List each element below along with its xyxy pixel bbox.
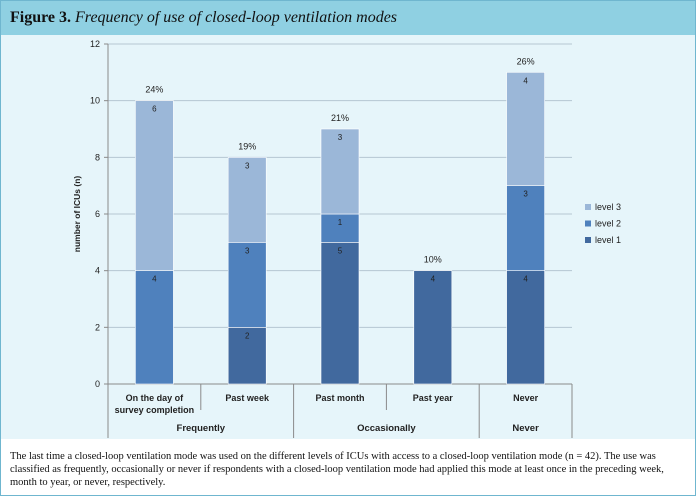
y-tick-label: 2 <box>95 322 100 332</box>
bar-segment <box>413 270 453 385</box>
bar-segment-label: 5 <box>338 246 343 255</box>
legend-label: level 2 <box>595 219 621 229</box>
bar-segment <box>135 100 174 271</box>
y-tick-label: 4 <box>95 266 100 276</box>
bar-segment <box>320 242 360 385</box>
bar-segment-label: 6 <box>152 105 157 114</box>
figure-title-text: Frequency of use of closed-loop ventilat… <box>75 9 398 26</box>
y-tick-label: 12 <box>90 39 100 49</box>
bar-segment <box>320 128 360 215</box>
figure-caption: The last time a closed-loop ventilation … <box>10 451 664 488</box>
y-tick-label: 10 <box>90 96 100 106</box>
bar-segment-label: 2 <box>245 331 250 340</box>
figure-header: Figure 3. Frequency of use of closed-loo… <box>1 1 695 35</box>
stacked-bar-chart: 0 2 4 6 8 10 12 number of ICUs (n) 4 6 24% 2 3 3 19% 5 1… <box>72 39 621 438</box>
figure-number: Figure 3. <box>10 9 72 26</box>
bar-total-label: 19% <box>238 141 256 151</box>
x-tick-label: Past year <box>413 393 454 403</box>
x-tick-label: Never <box>513 393 539 403</box>
bar-segment-label: 4 <box>431 275 436 284</box>
bar-segment-label: 3 <box>523 190 528 199</box>
bar-segment-label: 3 <box>245 161 250 170</box>
bar-segment-label: 3 <box>338 133 343 142</box>
group-label: Occasionally <box>357 423 416 434</box>
bar-segment-label: 4 <box>523 76 528 85</box>
figure-title: Figure 3. Frequency of use of closed-loo… <box>10 9 397 27</box>
legend-swatch <box>585 220 591 227</box>
bar-segment-label: 1 <box>338 218 343 227</box>
bar-total-label: 10% <box>424 255 442 265</box>
y-tick-label: 8 <box>95 152 100 162</box>
x-tick-label: On the day of <box>126 393 185 403</box>
group-label: Never <box>512 423 539 434</box>
bar-total-label: 26% <box>517 56 535 66</box>
legend-label: level 1 <box>595 235 621 245</box>
y-axis-title: number of ICUs (n) <box>72 176 82 253</box>
bar-segment <box>227 157 267 243</box>
legend-swatch <box>585 204 591 210</box>
bar-segment-label: 3 <box>245 246 250 255</box>
bar-total-label: 21% <box>331 113 349 123</box>
y-tick-label: 6 <box>95 209 100 219</box>
legend-label: level 3 <box>595 202 621 212</box>
bar-segment <box>320 213 360 243</box>
legend-swatch <box>585 237 591 243</box>
bar-segment <box>135 270 174 385</box>
bar-total-label: 24% <box>145 85 163 95</box>
bar-segment <box>506 72 545 186</box>
bar-segment <box>506 270 545 385</box>
x-tick-label: Past week <box>225 393 270 403</box>
x-tick-label: survey completion <box>115 405 195 415</box>
y-tick-label: 0 <box>95 379 100 389</box>
x-tick-label: Past month <box>315 393 364 403</box>
bar-segment-label: 4 <box>152 275 157 284</box>
group-label: Frequently <box>177 423 226 434</box>
bar-segment <box>227 327 267 385</box>
bar-segment-label: 4 <box>523 275 528 284</box>
